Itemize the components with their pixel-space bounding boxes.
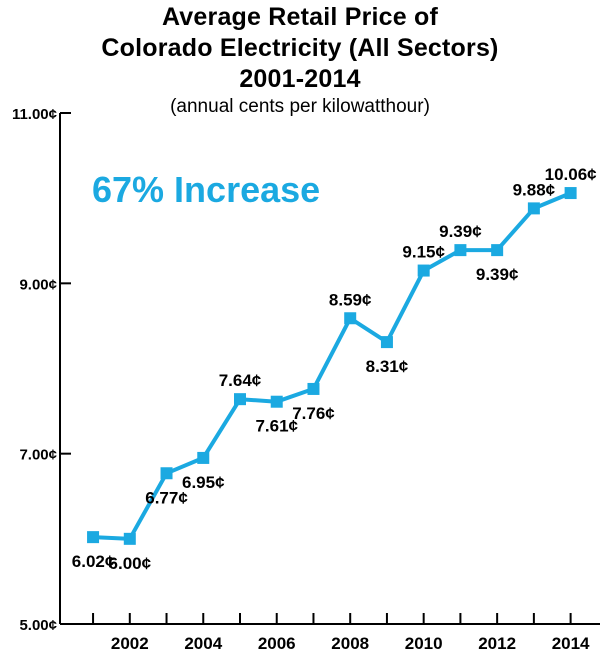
data-label: 9.15¢ <box>402 243 445 262</box>
data-label: 9.39¢ <box>476 265 519 284</box>
data-label: 7.64¢ <box>219 371 262 390</box>
data-label: 6.00¢ <box>109 554 152 573</box>
data-label: 7.76¢ <box>292 404 335 423</box>
data-point-marker <box>307 382 320 395</box>
y-tick-label: 5.00¢ <box>19 617 57 634</box>
data-labels: 6.02¢6.00¢ 6.77¢6.95¢ 7.64¢ 7.61¢7.76¢ 8.59¢… <box>72 165 597 573</box>
data-label: 6.02¢ <box>72 552 115 571</box>
x-tick-label: 2002 <box>111 634 149 653</box>
data-point-marker <box>527 202 540 215</box>
data-point-marker <box>123 532 136 545</box>
data-label: 7.61¢ <box>255 417 298 436</box>
y-tick-label: 9.00¢ <box>19 276 57 293</box>
data-point-marker <box>344 312 357 325</box>
y-tick-label: 7.00¢ <box>19 447 57 464</box>
increase-annotation: 67% Increase <box>92 169 320 210</box>
x-tick-label: 2010 <box>405 634 443 653</box>
data-point-marker <box>87 531 100 544</box>
chart-title-block: Average Retail Price of Colorado Electri… <box>0 2 600 119</box>
data-point-marker <box>454 244 467 257</box>
data-point-marker <box>491 244 504 257</box>
series-line <box>93 191 572 541</box>
y-tick-label: 11.00¢ <box>12 106 57 123</box>
data-label: 9.39¢ <box>439 222 482 241</box>
chart-title-line-3: 2001-2014 <box>239 65 361 93</box>
data-point-marker <box>380 336 393 349</box>
data-point-marker <box>564 187 577 200</box>
data-point-marker <box>197 451 210 464</box>
data-label: 8.31¢ <box>366 357 409 376</box>
x-tick-label: 2004 <box>184 634 222 653</box>
x-tick-label: 2008 <box>331 634 369 653</box>
chart-axes <box>59 113 600 625</box>
chart-title-line-2: Colorado Electricity (All Sectors) <box>101 34 499 62</box>
data-label: 9.88¢ <box>513 180 556 199</box>
data-point-marker <box>270 395 283 408</box>
data-label: 10.06¢ <box>545 165 598 184</box>
x-tick-label: 2006 <box>258 634 296 653</box>
y-axis-ticks: 5.00¢ 7.00¢ 9.00¢ 11.00¢ <box>12 106 71 634</box>
data-label: 6.95¢ <box>182 473 225 492</box>
price-series <box>87 187 577 545</box>
data-label: 6.77¢ <box>145 488 188 507</box>
x-tick-label: 2014 <box>552 634 590 653</box>
x-tick-label: 2012 <box>478 634 516 653</box>
x-axis-ticks: 2002 2004 2006 2008 2010 2012 2014 <box>92 613 590 653</box>
data-point-marker <box>417 264 430 277</box>
data-point-marker <box>160 467 173 480</box>
data-point-marker <box>234 393 246 406</box>
chart-subtitle: (annual cents per kilowatthour) <box>170 96 430 117</box>
data-label: 8.59¢ <box>329 290 372 309</box>
chart-title-line-1: Average Retail Price of <box>161 3 438 31</box>
